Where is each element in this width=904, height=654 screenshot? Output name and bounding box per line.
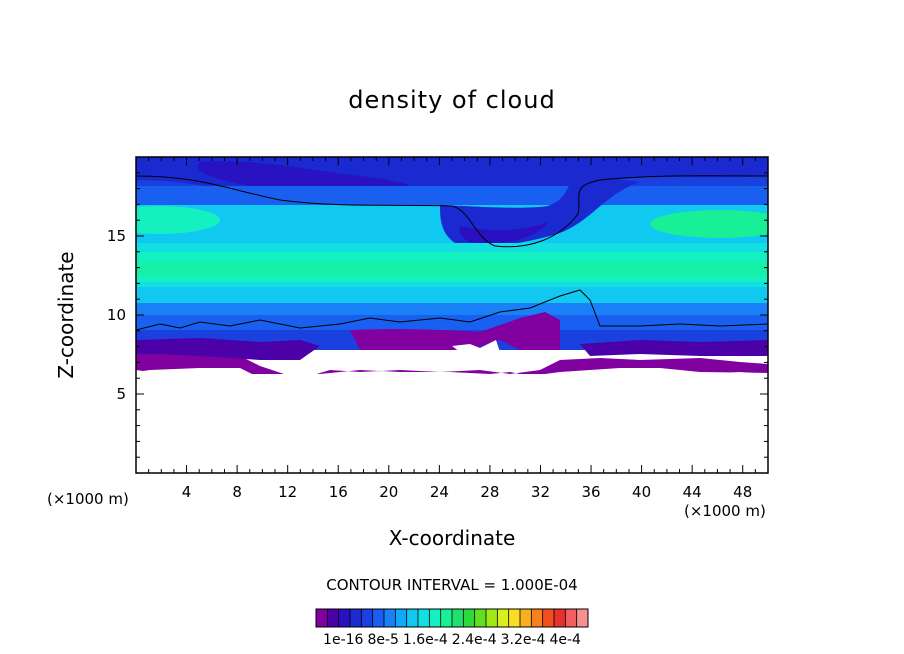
colorbar-swatch (531, 609, 543, 627)
purple-right (580, 340, 768, 356)
purple-left (136, 338, 320, 360)
band-green-right (650, 210, 768, 238)
colorbar-swatch (316, 609, 328, 627)
cloud-free-pocket (452, 340, 500, 352)
colorbar-label: 1e-16 (323, 632, 364, 648)
x-unit-left: (×1000 m) (47, 490, 129, 508)
x-tick-label: 44 (683, 483, 702, 501)
contour-line-lower (136, 289, 768, 331)
x-tick-label: 32 (531, 483, 550, 501)
y-axis-label: Z-coordinate (54, 251, 78, 379)
colorbar-label: 8e-5 (367, 632, 399, 648)
x-tick-label: 48 (733, 483, 752, 501)
colorbar-swatch (384, 609, 396, 627)
band-blue (136, 186, 768, 208)
x-tick-label: 4 (182, 483, 192, 501)
band-green-left (136, 206, 220, 234)
colorbar-label: 3.2e-4 (500, 632, 546, 648)
colorbar (315, 608, 589, 628)
x-tick-label: 12 (278, 483, 297, 501)
band-lower-cyan (136, 287, 768, 307)
cloud-free-edge (136, 370, 768, 386)
colorbar-swatch (463, 609, 475, 627)
colorbar-labels: 1e-16 8e-5 1.6e-4 2.4e-4 3.2e-4 4e-4 (0, 632, 904, 648)
colorbar-swatch (418, 609, 430, 627)
x-tick-label: 8 (232, 483, 242, 501)
purple-bulge (350, 312, 560, 350)
axis-ticks (136, 157, 768, 473)
band-green-core (136, 262, 768, 276)
y-tick-label: 15 (107, 227, 126, 245)
colorbar-label: 4e-4 (549, 632, 581, 648)
x-tick-label: 24 (430, 483, 449, 501)
colorbar-swatch (474, 609, 487, 627)
colorbar-swatch (554, 609, 566, 627)
colorbar-swatch (497, 609, 509, 627)
y-tick-label: 5 (116, 385, 126, 403)
x-unit-right: (×1000 m) (684, 502, 766, 520)
y-tick-label: 10 (107, 306, 126, 324)
x-tick-label: 36 (581, 483, 600, 501)
colorbar-swatch (576, 609, 589, 627)
colorbar-swatch (406, 609, 419, 627)
colorbar-swatch (520, 609, 532, 627)
colorbar-swatch (327, 609, 339, 627)
colorbar-swatch (361, 609, 373, 627)
contour-interval: CONTOUR INTERVAL = 1.000E-04 (326, 576, 578, 594)
intrusion-core (459, 222, 548, 246)
chart-title: density of cloud (348, 86, 556, 114)
x-tick-label: 20 (379, 483, 398, 501)
colorbar-swatch (429, 609, 441, 627)
x-tick-label: 28 (480, 483, 499, 501)
contour-field (136, 157, 768, 473)
colorbar-swatch (452, 609, 464, 627)
colorbar-swatch (440, 609, 453, 627)
colorbar-swatch (338, 609, 351, 627)
x-tick-label: 40 (632, 483, 651, 501)
contour-line-upper (136, 175, 768, 248)
colorbar-swatch (508, 609, 521, 627)
purple-base (136, 350, 768, 384)
intrusion (440, 176, 640, 248)
colorbar-swatch (350, 609, 362, 627)
colorbar-label: 1.6e-4 (402, 632, 448, 648)
band-lower-blue (136, 303, 768, 317)
cloud-free-region (136, 374, 768, 473)
colorbar-swatch (565, 609, 577, 627)
x-tick-label: 16 (329, 483, 348, 501)
colorbar-swatch (395, 609, 407, 627)
colorbar-label: 2.4e-4 (451, 632, 497, 648)
x-axis-label: X-coordinate (388, 526, 516, 550)
colorbar-swatch (486, 609, 498, 627)
colorbar-swatch (542, 609, 555, 627)
colorbar-swatch (372, 609, 385, 627)
